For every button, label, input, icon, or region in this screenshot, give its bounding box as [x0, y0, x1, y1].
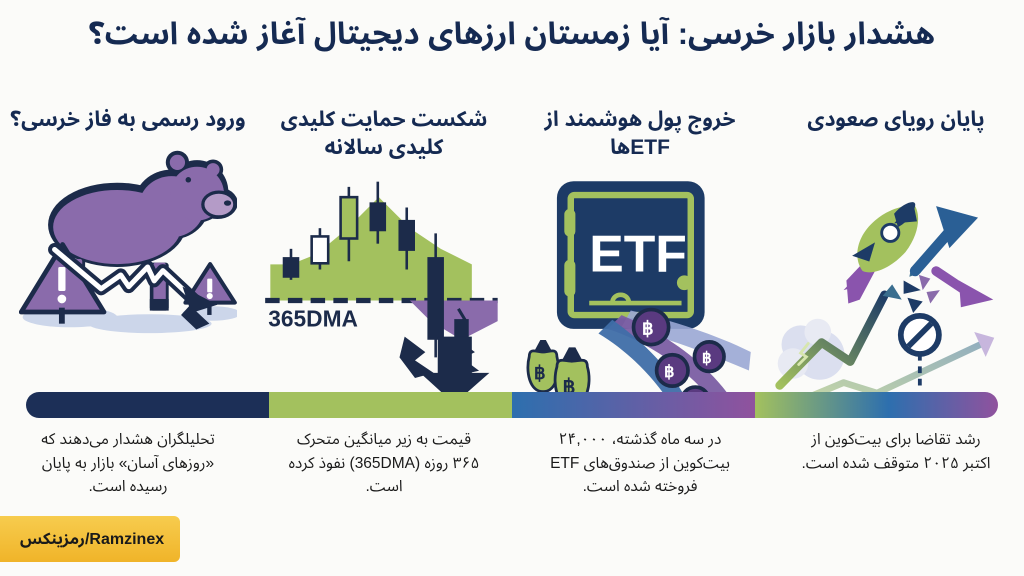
svg-text:365DMA: 365DMA — [268, 305, 358, 331]
svg-text:ETF: ETF — [589, 225, 687, 283]
svg-text:฿: ฿ — [702, 350, 712, 367]
svg-text:฿: ฿ — [664, 362, 675, 381]
svg-text:฿: ฿ — [534, 362, 546, 383]
svg-text:฿: ฿ — [642, 317, 654, 338]
